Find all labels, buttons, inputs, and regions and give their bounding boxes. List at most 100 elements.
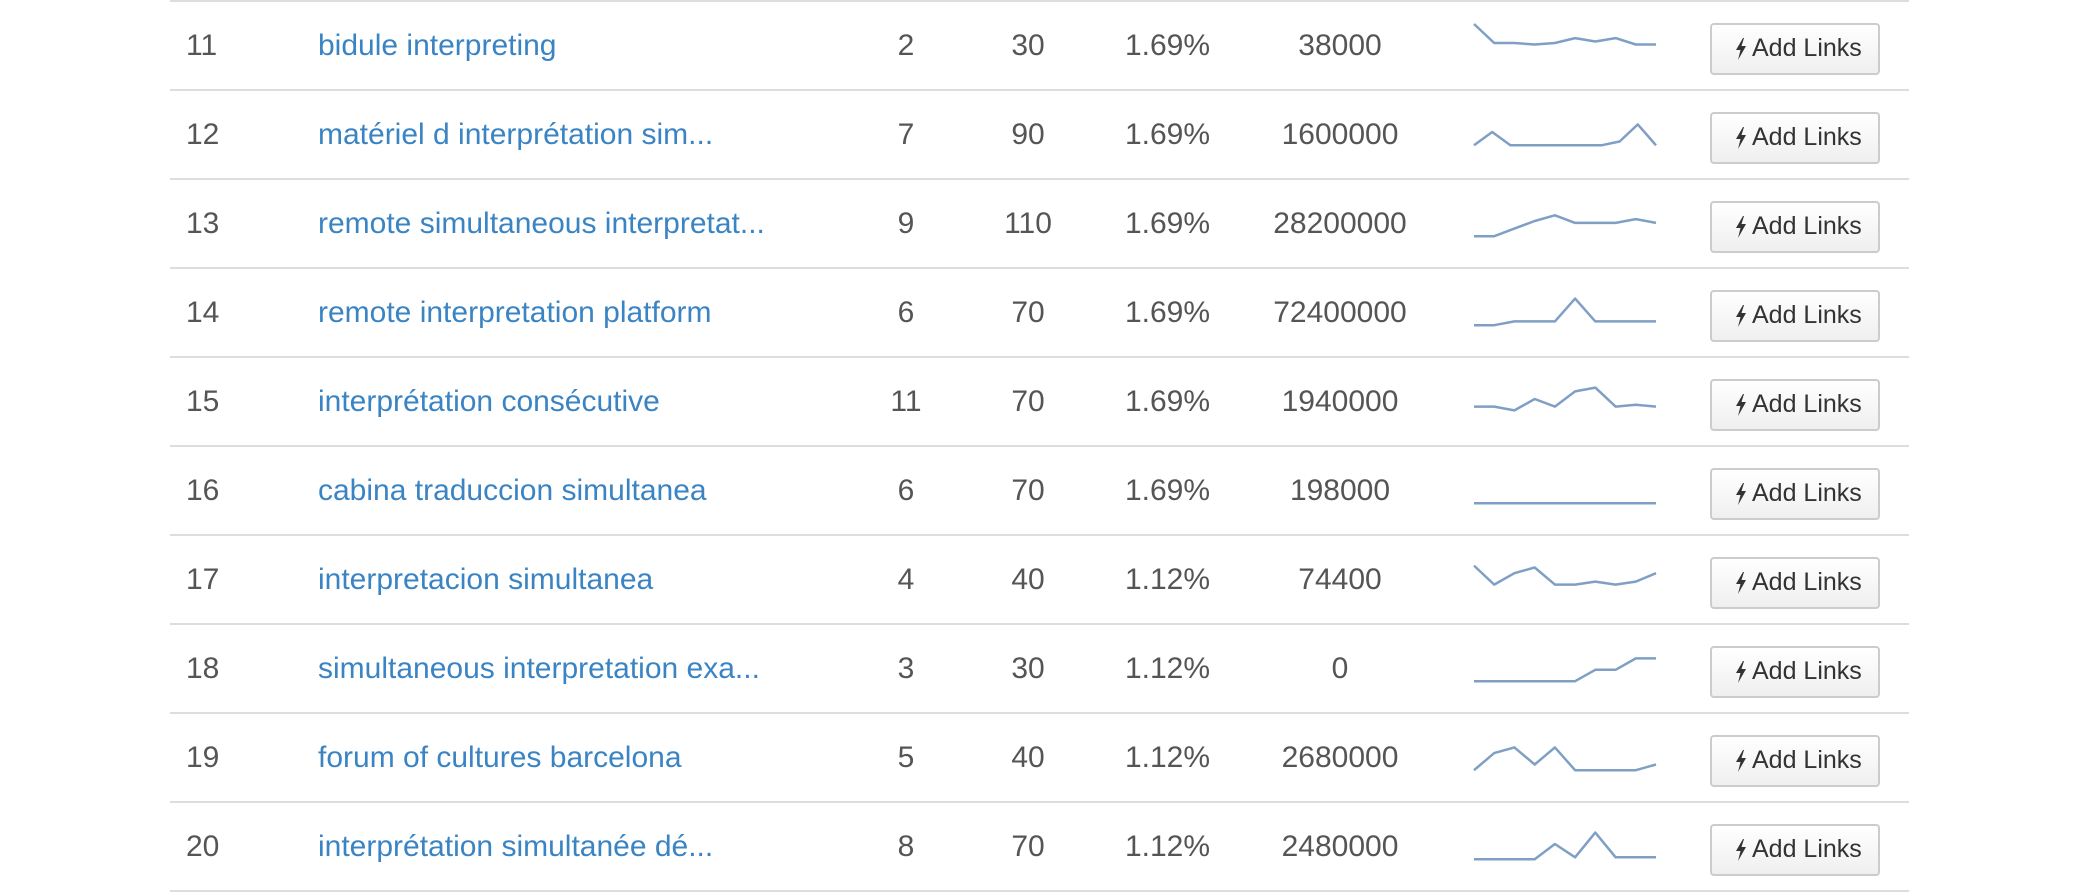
add-links-cell: Add Links xyxy=(1710,91,1880,178)
row-rank: 13 xyxy=(186,206,220,240)
row-rank: 12 xyxy=(186,117,220,151)
add-links-label: Add Links xyxy=(1752,34,1862,62)
bolt-icon xyxy=(1736,749,1746,772)
keyword-link[interactable]: interpretacion simultanea xyxy=(318,562,654,596)
add-links-cell: Add Links xyxy=(1710,803,1880,890)
cell-col-d: 198000 xyxy=(1289,473,1391,507)
cell-col-d: 72400000 xyxy=(1273,295,1407,329)
cell-col-d: 28200000 xyxy=(1273,206,1407,240)
cell-col-b: 40 xyxy=(1011,562,1045,596)
trend-sparkline-chart xyxy=(1473,123,1657,147)
trend-sparkline-chart xyxy=(1474,386,1657,412)
add-links-button[interactable]: Add Links xyxy=(1710,645,1880,698)
trend-sparkline-chart xyxy=(1473,564,1657,586)
cell-col-c: 1.69% xyxy=(1124,28,1211,62)
cell-col-a: 9 xyxy=(897,206,915,240)
cell-col-c: 1.12% xyxy=(1124,740,1211,774)
bolt-icon xyxy=(1736,215,1746,238)
trend-sparkline-chart xyxy=(1473,23,1656,46)
cell-col-a: 8 xyxy=(897,829,915,863)
keyword-link[interactable]: interprétation simultanée dé... xyxy=(318,829,714,863)
cell-col-d: 1940000 xyxy=(1281,384,1399,418)
add-links-button[interactable]: Add Links xyxy=(1710,467,1880,520)
add-links-button[interactable]: Add Links xyxy=(1710,111,1880,164)
trend-sparkline-chart xyxy=(1474,501,1656,505)
trend-sparkline xyxy=(1470,269,1660,356)
keyword-link[interactable]: interprétation consécutive xyxy=(318,384,660,418)
keyword-link[interactable]: forum of cultures barcelona xyxy=(318,740,682,774)
cell-col-b: 30 xyxy=(1011,651,1045,685)
trend-sparkline xyxy=(1470,91,1660,178)
trend-line xyxy=(1473,564,1657,586)
add-links-cell: Add Links xyxy=(1710,269,1880,356)
table-row: 16 cabina traduccion simultanea 6 70 1.69% 19… xyxy=(170,445,1909,534)
add-links-cell: Add Links xyxy=(1710,447,1880,534)
add-links-button[interactable]: Add Links xyxy=(1710,22,1880,75)
add-links-button[interactable]: Add Links xyxy=(1710,378,1880,431)
cell-col-a: 6 xyxy=(897,295,915,329)
row-rank: 20 xyxy=(186,829,220,863)
add-links-label: Add Links xyxy=(1752,746,1862,774)
cell-col-c: 1.69% xyxy=(1124,206,1211,240)
table-row: 18 simultaneous interpretation exa... 3 30 1… xyxy=(170,623,1909,712)
table-row: 14 remote interpretation platform 6 70 1.69%… xyxy=(170,267,1909,356)
add-links-cell: Add Links xyxy=(1710,2,1880,89)
bolt-icon xyxy=(1736,37,1746,60)
trend-line xyxy=(1473,123,1657,147)
cell-col-a: 5 xyxy=(897,740,915,774)
cell-col-a: 4 xyxy=(897,562,915,596)
table-row: 13 remote simultaneous interpretat... 9 110… xyxy=(170,178,1909,267)
cell-col-c: 1.69% xyxy=(1124,384,1211,418)
cell-col-a: 6 xyxy=(897,473,915,507)
cell-col-d: 74400 xyxy=(1298,562,1382,596)
add-links-label: Add Links xyxy=(1752,835,1862,863)
keyword-link[interactable]: simultaneous interpretation exa... xyxy=(318,651,760,685)
cell-col-a: 11 xyxy=(890,384,922,418)
row-rank: 14 xyxy=(186,295,220,329)
cell-col-d: 38000 xyxy=(1298,28,1382,62)
table-row: 12 matériel d interprétation sim... 7 90 1.6… xyxy=(170,89,1909,178)
cell-col-d: 0 xyxy=(1331,651,1349,685)
keyword-link[interactable]: remote interpretation platform xyxy=(318,295,712,329)
cell-col-d: 1600000 xyxy=(1281,117,1399,151)
cell-col-b: 110 xyxy=(1004,206,1052,240)
cell-col-b: 30 xyxy=(1011,28,1045,62)
table-row: 19 forum of cultures barcelona 5 40 1.12% 268… xyxy=(170,712,1909,801)
add-links-cell: Add Links xyxy=(1710,714,1880,801)
cell-col-a: 2 xyxy=(897,28,915,62)
trend-line xyxy=(1474,214,1657,238)
bolt-icon xyxy=(1736,126,1746,149)
add-links-button[interactable]: Add Links xyxy=(1710,823,1880,876)
table-row: 17 interpretacion simultanea 4 40 1.12% 74400… xyxy=(170,534,1909,623)
table-row: 11 bidule interpreting 2 30 1.69% 38000 Add Li… xyxy=(170,0,1909,89)
cell-col-b: 70 xyxy=(1011,829,1045,863)
trend-sparkline xyxy=(1470,625,1660,712)
keyword-link[interactable]: matériel d interprétation sim... xyxy=(318,117,714,151)
cell-col-a: 3 xyxy=(897,651,915,685)
add-links-button[interactable]: Add Links xyxy=(1710,289,1880,342)
row-rank: 11 xyxy=(186,28,218,62)
trend-sparkline-chart xyxy=(1474,214,1657,238)
keyword-link[interactable]: cabina traduccion simultanea xyxy=(318,473,707,507)
add-links-button[interactable]: Add Links xyxy=(1710,556,1880,609)
bolt-icon xyxy=(1736,393,1746,416)
keyword-link[interactable]: bidule interpreting xyxy=(318,28,557,62)
trend-sparkline xyxy=(1470,180,1660,267)
add-links-cell: Add Links xyxy=(1710,358,1880,445)
add-links-button[interactable]: Add Links xyxy=(1710,200,1880,253)
add-links-label: Add Links xyxy=(1752,568,1862,596)
cell-col-c: 1.69% xyxy=(1124,295,1211,329)
trend-line xyxy=(1474,657,1656,683)
trend-line xyxy=(1474,297,1656,327)
row-rank: 15 xyxy=(186,384,220,418)
add-links-cell: Add Links xyxy=(1710,625,1880,712)
trend-line xyxy=(1473,746,1657,772)
cell-col-c: 1.12% xyxy=(1124,829,1211,863)
keyword-link[interactable]: remote simultaneous interpretat... xyxy=(318,206,765,240)
row-rank: 19 xyxy=(186,740,220,774)
add-links-button[interactable]: Add Links xyxy=(1710,734,1880,787)
cell-col-b: 90 xyxy=(1011,117,1045,151)
add-links-label: Add Links xyxy=(1752,212,1862,240)
cell-col-c: 1.12% xyxy=(1124,562,1211,596)
bolt-icon xyxy=(1736,838,1746,861)
